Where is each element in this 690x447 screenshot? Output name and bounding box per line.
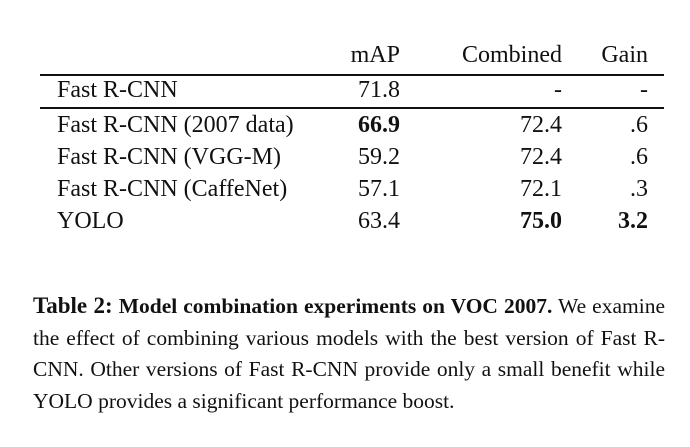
cell-gain: 3.2 bbox=[618, 208, 648, 234]
caption-label: Table 2: bbox=[33, 293, 113, 318]
caption-body: We examine the effect of combining vario… bbox=[33, 294, 665, 413]
table-row-baseline: Fast R-CNN 71.8 - - bbox=[0, 74, 690, 106]
cell-combined: 72.1 bbox=[520, 176, 562, 202]
cell-combined: - bbox=[554, 77, 562, 103]
header-rule bbox=[40, 74, 664, 76]
cell-combined: 72.4 bbox=[520, 144, 562, 170]
cell-name: Fast R-CNN bbox=[57, 77, 178, 103]
baseline-rule bbox=[40, 107, 664, 109]
cell-map: 66.9 bbox=[358, 112, 400, 138]
header-gain: Gain bbox=[601, 42, 648, 68]
header-map: mAP bbox=[350, 42, 400, 68]
table-row: Fast R-CNN (2007 data) 66.9 72.4 .6 bbox=[0, 109, 690, 141]
cell-map: 63.4 bbox=[358, 208, 400, 234]
cell-gain: .6 bbox=[630, 144, 648, 170]
table-caption: Table 2: Model combination experiments o… bbox=[33, 290, 665, 417]
table-header-row: mAP Combined Gain bbox=[0, 39, 690, 71]
cell-gain: - bbox=[640, 77, 648, 103]
caption-title: Model combination experiments on VOC 200… bbox=[118, 294, 553, 318]
cell-gain: .6 bbox=[630, 112, 648, 138]
table-row: YOLO 63.4 75.0 3.2 bbox=[0, 205, 690, 237]
cell-map: 59.2 bbox=[358, 144, 400, 170]
header-combined: Combined bbox=[462, 42, 562, 68]
cell-name: Fast R-CNN (VGG-M) bbox=[57, 144, 281, 170]
cell-name: Fast R-CNN (2007 data) bbox=[57, 112, 294, 138]
cell-gain: .3 bbox=[630, 176, 648, 202]
cell-combined: 72.4 bbox=[520, 112, 562, 138]
cell-combined: 75.0 bbox=[520, 208, 562, 234]
cell-map: 57.1 bbox=[358, 176, 400, 202]
cell-name: YOLO bbox=[57, 208, 124, 234]
cell-name: Fast R-CNN (CaffeNet) bbox=[57, 176, 288, 202]
table-row: Fast R-CNN (CaffeNet) 57.1 72.1 .3 bbox=[0, 173, 690, 205]
cell-map: 71.8 bbox=[358, 77, 400, 103]
table-row: Fast R-CNN (VGG-M) 59.2 72.4 .6 bbox=[0, 141, 690, 173]
